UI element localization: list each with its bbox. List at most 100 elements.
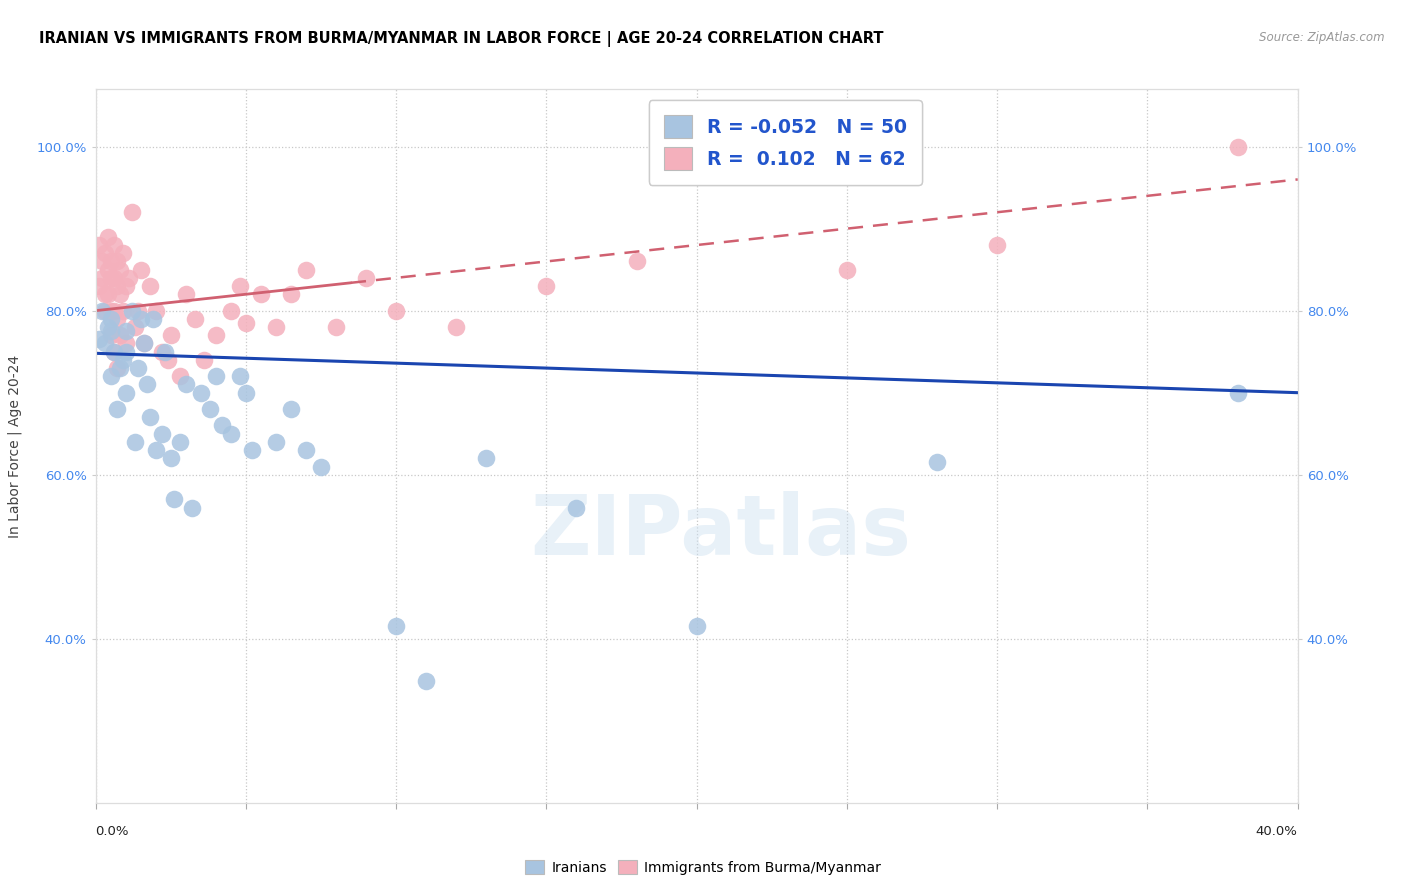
Point <box>174 377 197 392</box>
Point <box>114 344 136 359</box>
Point <box>264 320 287 334</box>
Point <box>385 619 408 633</box>
Point <box>295 262 318 277</box>
Point <box>135 377 157 392</box>
Point <box>108 262 131 277</box>
Text: ZIPatlas: ZIPatlas <box>530 491 911 572</box>
Point <box>835 262 858 277</box>
Point <box>159 328 181 343</box>
Point <box>536 279 558 293</box>
Point <box>229 279 252 293</box>
Point <box>97 287 120 301</box>
Point <box>415 674 437 689</box>
Point <box>93 336 115 351</box>
Point <box>108 361 131 376</box>
Point <box>100 270 122 285</box>
Point <box>145 303 167 318</box>
Point <box>97 230 120 244</box>
Point <box>211 418 233 433</box>
Point <box>114 324 136 338</box>
Point <box>132 336 155 351</box>
Point <box>184 311 207 326</box>
Point <box>100 254 122 268</box>
Point <box>240 443 263 458</box>
Text: Source: ZipAtlas.com: Source: ZipAtlas.com <box>1260 31 1385 45</box>
Point <box>105 402 128 417</box>
Point <box>124 434 146 449</box>
Point <box>444 320 467 334</box>
Point <box>114 385 136 400</box>
Point <box>121 303 143 318</box>
Point <box>927 455 949 469</box>
Point <box>986 238 1008 252</box>
Point <box>111 303 134 318</box>
Point <box>90 254 112 268</box>
Point <box>111 352 134 367</box>
Point <box>219 426 242 441</box>
Point <box>264 434 287 449</box>
Point <box>686 139 709 153</box>
Point <box>87 238 110 252</box>
Point <box>103 344 125 359</box>
Point <box>686 619 709 633</box>
Point <box>124 320 146 334</box>
Point <box>100 303 122 318</box>
Point <box>129 311 152 326</box>
Point <box>156 352 179 367</box>
Point <box>121 205 143 219</box>
Point <box>354 270 377 285</box>
Point <box>103 344 125 359</box>
Point <box>235 385 257 400</box>
Point <box>150 426 173 441</box>
Point <box>280 402 302 417</box>
Point <box>93 287 115 301</box>
Point <box>198 402 221 417</box>
Point <box>163 492 186 507</box>
Point <box>745 139 768 153</box>
Text: 0.0%: 0.0% <box>96 825 129 838</box>
Point <box>97 262 120 277</box>
Point <box>132 336 155 351</box>
Legend: R = -0.052   N = 50, R =  0.102   N = 62: R = -0.052 N = 50, R = 0.102 N = 62 <box>648 100 922 186</box>
Point <box>100 328 122 343</box>
Point <box>1226 385 1249 400</box>
Point <box>118 270 141 285</box>
Point <box>205 328 228 343</box>
Point <box>229 369 252 384</box>
Point <box>108 328 131 343</box>
Point <box>93 246 115 260</box>
Legend: Iranians, Immigrants from Burma/Myanmar: Iranians, Immigrants from Burma/Myanmar <box>519 855 887 880</box>
Point <box>127 361 149 376</box>
Point <box>205 369 228 384</box>
Point <box>325 320 347 334</box>
Point <box>100 369 122 384</box>
Point <box>250 287 273 301</box>
Point <box>138 410 160 425</box>
Point <box>105 361 128 376</box>
Point <box>127 303 149 318</box>
Point <box>142 311 165 326</box>
Point <box>114 279 136 293</box>
Point <box>219 303 242 318</box>
Text: IRANIAN VS IMMIGRANTS FROM BURMA/MYANMAR IN LABOR FORCE | AGE 20-24 CORRELATION : IRANIAN VS IMMIGRANTS FROM BURMA/MYANMAR… <box>39 31 884 47</box>
Point <box>103 270 125 285</box>
Point <box>280 287 302 301</box>
Point <box>111 246 134 260</box>
Point <box>626 254 648 268</box>
Point <box>385 303 408 318</box>
Point <box>129 262 152 277</box>
Point <box>90 303 112 318</box>
Point <box>159 451 181 466</box>
Point <box>190 385 212 400</box>
Point <box>87 332 110 346</box>
Point <box>103 303 125 318</box>
Point <box>138 279 160 293</box>
Point <box>1226 139 1249 153</box>
Point <box>105 311 128 326</box>
Point <box>180 500 202 515</box>
Point <box>153 344 176 359</box>
Point <box>103 238 125 252</box>
Point <box>565 500 588 515</box>
Y-axis label: In Labor Force | Age 20-24: In Labor Force | Age 20-24 <box>8 354 22 538</box>
Point <box>87 279 110 293</box>
